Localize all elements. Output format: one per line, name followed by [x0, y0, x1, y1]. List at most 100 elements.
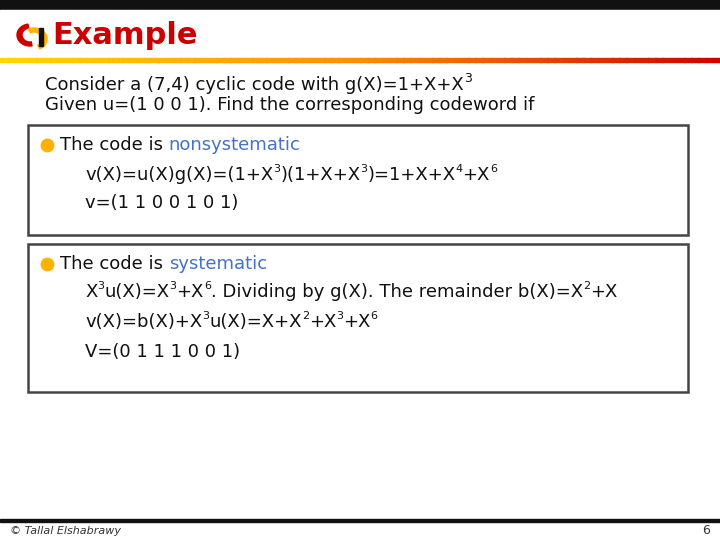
- Bar: [670, 58, 678, 62]
- Bar: [58, 58, 66, 62]
- Bar: [490, 58, 498, 62]
- Text: u(X)=X: u(X)=X: [104, 283, 169, 301]
- Bar: [310, 58, 318, 62]
- Bar: [223, 58, 231, 62]
- Bar: [180, 58, 188, 62]
- Bar: [468, 58, 476, 62]
- Bar: [418, 58, 426, 62]
- Bar: [461, 58, 469, 62]
- Bar: [641, 58, 649, 62]
- Bar: [590, 58, 598, 62]
- Bar: [677, 58, 685, 62]
- Text: Example: Example: [52, 21, 197, 50]
- Bar: [94, 58, 102, 62]
- Bar: [382, 58, 390, 62]
- Text: 3: 3: [169, 281, 176, 291]
- Bar: [29, 58, 37, 62]
- Bar: [540, 58, 548, 62]
- Text: nonsystematic: nonsystematic: [168, 136, 301, 154]
- Bar: [396, 58, 404, 62]
- Bar: [360, 58, 368, 62]
- Bar: [36, 58, 44, 62]
- Text: 3: 3: [336, 311, 343, 321]
- Bar: [605, 58, 613, 62]
- Text: systematic: systematic: [168, 255, 267, 273]
- Text: +X: +X: [176, 283, 204, 301]
- Bar: [122, 58, 130, 62]
- Bar: [662, 58, 670, 62]
- Bar: [691, 58, 699, 62]
- Bar: [187, 58, 195, 62]
- Bar: [0, 10, 720, 60]
- Text: X: X: [85, 283, 97, 301]
- Text: The code is: The code is: [60, 136, 168, 154]
- Bar: [50, 58, 58, 62]
- Bar: [713, 58, 720, 62]
- Bar: [22, 58, 30, 62]
- Bar: [43, 58, 51, 62]
- Bar: [504, 58, 512, 62]
- Bar: [288, 58, 296, 62]
- Bar: [583, 58, 591, 62]
- Bar: [151, 58, 159, 62]
- Bar: [554, 58, 562, 62]
- Text: The code is: The code is: [60, 255, 168, 273]
- Bar: [612, 58, 620, 62]
- Bar: [39, 28, 43, 46]
- Text: Given u=(1 0 0 1). Find the corresponding codeword if: Given u=(1 0 0 1). Find the correspondin…: [45, 96, 534, 114]
- Bar: [281, 58, 289, 62]
- Bar: [230, 58, 238, 62]
- Bar: [252, 58, 260, 62]
- Bar: [432, 58, 440, 62]
- Text: 6: 6: [371, 311, 377, 321]
- Text: v=(1 1 0 0 1 0 1): v=(1 1 0 0 1 0 1): [85, 194, 238, 212]
- Bar: [216, 58, 224, 62]
- Text: 3: 3: [361, 164, 367, 174]
- Bar: [238, 58, 246, 62]
- Bar: [518, 58, 526, 62]
- Bar: [0, 0, 720, 10]
- Bar: [482, 58, 490, 62]
- Bar: [706, 58, 714, 62]
- Bar: [526, 58, 534, 62]
- Bar: [655, 58, 663, 62]
- Bar: [626, 58, 634, 62]
- Text: 3: 3: [274, 164, 280, 174]
- Text: +X: +X: [343, 313, 371, 331]
- Bar: [338, 58, 346, 62]
- Bar: [698, 58, 706, 62]
- Bar: [266, 58, 274, 62]
- Bar: [648, 58, 656, 62]
- Text: 2: 2: [583, 281, 590, 291]
- Bar: [439, 58, 447, 62]
- Text: 6: 6: [204, 281, 211, 291]
- Bar: [331, 58, 339, 62]
- Bar: [0, 519, 720, 522]
- Bar: [374, 58, 382, 62]
- Bar: [547, 58, 555, 62]
- Bar: [634, 58, 642, 62]
- Bar: [7, 58, 15, 62]
- Bar: [454, 58, 462, 62]
- Bar: [158, 58, 166, 62]
- Text: )=1+X+X: )=1+X+X: [367, 166, 456, 184]
- Bar: [446, 58, 454, 62]
- Text: +X: +X: [463, 166, 490, 184]
- Bar: [475, 58, 483, 62]
- Bar: [274, 58, 282, 62]
- Text: V=(0 1 1 1 0 0 1): V=(0 1 1 1 0 0 1): [85, 343, 240, 361]
- Bar: [86, 58, 94, 62]
- Bar: [144, 58, 152, 62]
- Bar: [598, 58, 606, 62]
- Bar: [497, 58, 505, 62]
- Bar: [101, 58, 109, 62]
- Bar: [166, 58, 174, 62]
- Bar: [684, 58, 692, 62]
- FancyBboxPatch shape: [28, 244, 688, 392]
- Bar: [202, 58, 210, 62]
- Bar: [108, 58, 116, 62]
- Text: +X: +X: [590, 283, 618, 301]
- Bar: [317, 58, 325, 62]
- Bar: [72, 58, 80, 62]
- Text: v(X)=u(X)g(X)=(1+X: v(X)=u(X)g(X)=(1+X: [85, 166, 274, 184]
